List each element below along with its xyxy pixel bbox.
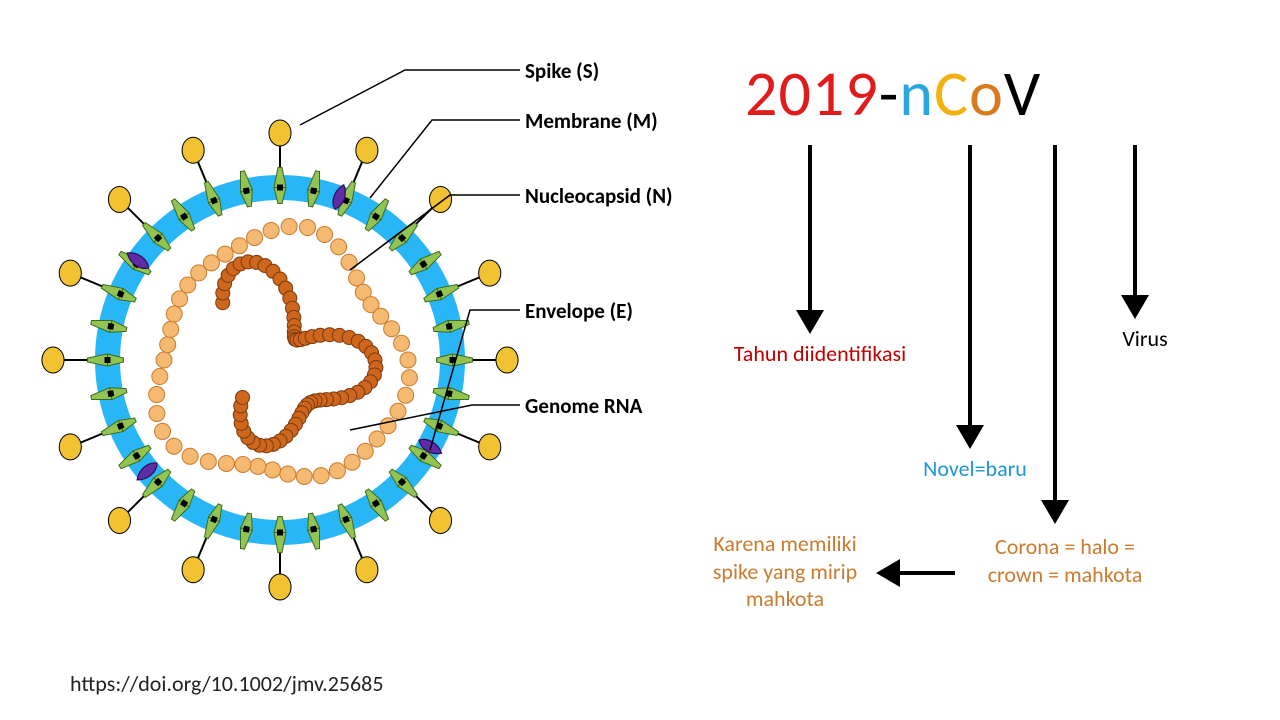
expl-year: Tahun diidentifikasi <box>720 340 920 368</box>
expl-virus: Virus <box>1100 325 1190 353</box>
expl-novel: Novel=baru <box>900 455 1050 483</box>
title-2019-ncov: 2019-nCoV <box>745 55 1041 133</box>
label-spike: Spike (S) <box>525 58 599 84</box>
label-nucleocapsid: Nucleocapsid (N) <box>525 183 673 209</box>
diagram-stage: Spike (S) Membrane (M) Nucleocapsid (N) … <box>0 0 1280 720</box>
title-segment: n <box>899 55 934 133</box>
expl-corona: Corona = halo = crown = mahkota <box>965 533 1165 588</box>
label-genome: Genome RNA <box>525 393 642 419</box>
expl-spike-note: Karena memiliki spike yang mirip mahkota <box>690 530 880 613</box>
title-segment: C <box>934 55 969 133</box>
title-segment: 2019 <box>745 55 879 133</box>
title-segment: o <box>969 55 1004 133</box>
label-envelope: Envelope (E) <box>525 298 633 324</box>
title-segment: - <box>879 55 900 133</box>
label-membrane: Membrane (M) <box>525 108 658 134</box>
title-segment: V <box>1004 55 1041 133</box>
citation-text: https://doi.org/10.1002/jmv.25685 <box>70 670 383 697</box>
